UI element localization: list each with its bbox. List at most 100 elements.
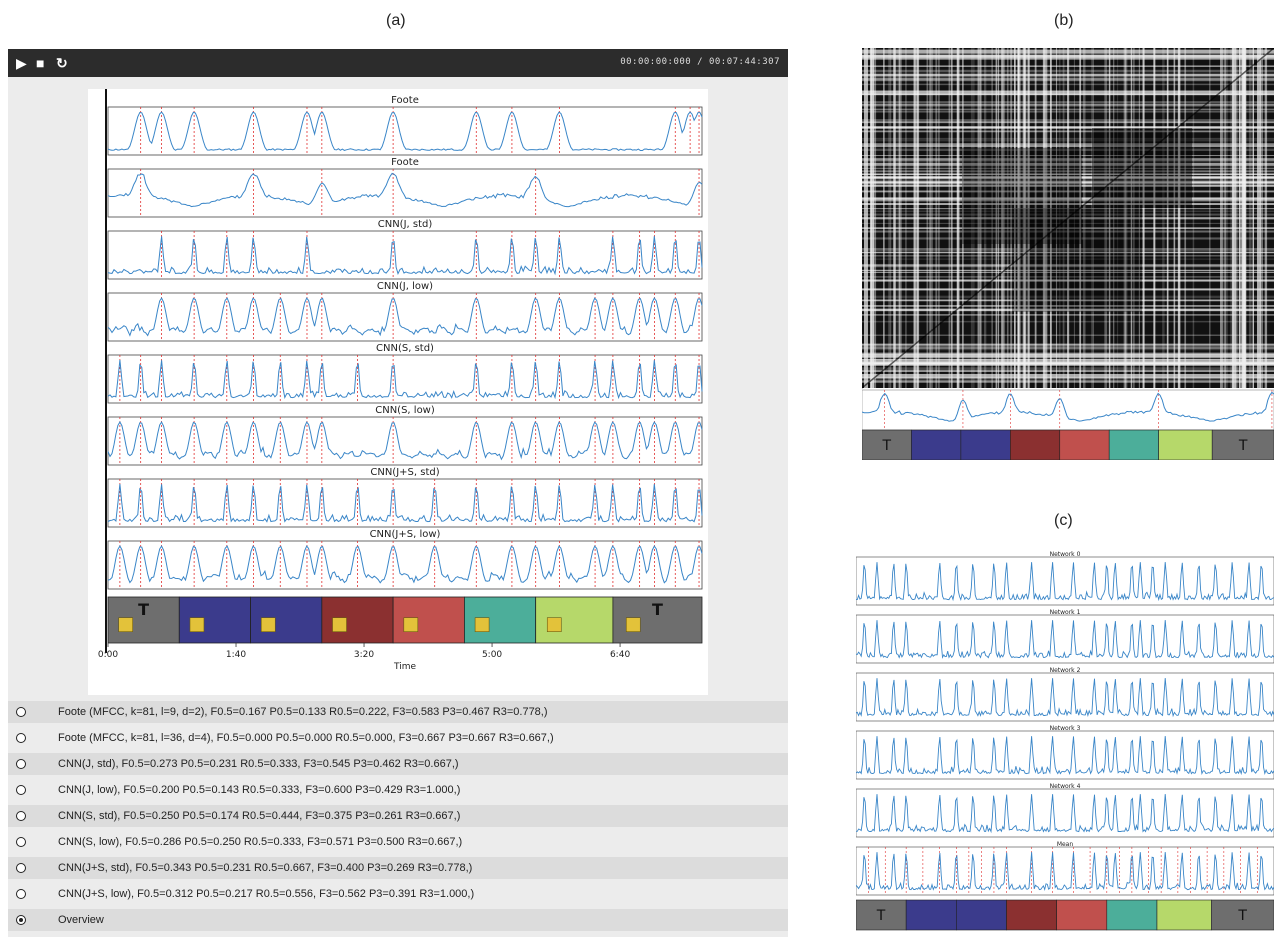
segment-label-7: T	[652, 600, 663, 619]
novelty-curve-2	[107, 236, 703, 276]
ssm-bright-band	[864, 48, 868, 388]
network-title-5: Mean	[1057, 841, 1074, 848]
player-panel: ▶ ■ ↻ 00:00:00:000 / 00:07:44:307 Foote F…	[8, 49, 788, 937]
segment-label-0: T	[138, 600, 149, 619]
radio-button[interactable]	[16, 837, 26, 847]
network-segment-block-7	[1210, 899, 1274, 931]
plot-title-2: CNN(J, std)	[378, 219, 433, 230]
instrument-icon	[189, 617, 205, 633]
ssm-bright-band	[862, 353, 1274, 358]
network-title-0: Network 0	[1050, 551, 1081, 558]
network-segment-block-1	[905, 899, 957, 931]
legend-row[interactable]: CNN(J+S, std), F0.5=0.343 P0.5=0.231 R0.…	[8, 857, 788, 879]
panel-label-c: (c)	[1054, 512, 1073, 529]
radio-button[interactable]	[16, 811, 26, 821]
network-curve-4	[856, 794, 1274, 834]
plot-frame-1	[107, 168, 703, 218]
ssm-block	[1092, 128, 1192, 208]
legend-row[interactable]: Overview	[8, 909, 788, 931]
plot-title-7: CNN(J+S, low)	[370, 529, 441, 540]
radio-button[interactable]	[16, 863, 26, 873]
novelty-curve-4	[107, 360, 703, 400]
plot-title-1: Foote	[391, 157, 419, 168]
legend-row[interactable]: CNN(J+S, low), F0.5=0.312 P0.5=0.217 R0.…	[8, 883, 788, 905]
radio-button[interactable]	[16, 759, 26, 769]
play-icon[interactable]: ▶	[16, 55, 27, 71]
ssm-bright-band	[1242, 48, 1246, 388]
radio-button[interactable]	[16, 785, 26, 795]
time-tick-label-4: 6:40	[610, 650, 630, 660]
legend-row[interactable]: CNN(S, std), F0.5=0.250 P0.5=0.174 R0.5=…	[8, 805, 788, 827]
network-curve-0	[856, 562, 1274, 602]
ssm-segment-block-7	[1211, 429, 1274, 460]
legend-text: CNN(J+S, low), F0.5=0.312 P0.5=0.217 R0.…	[58, 888, 475, 900]
player-toolbar: ▶ ■ ↻ 00:00:00:000 / 00:07:44:307	[8, 49, 788, 77]
network-title-4: Network 4	[1050, 783, 1081, 790]
network-segment-label-0: T	[876, 908, 886, 924]
instrument-icon	[403, 617, 419, 633]
legend-text: CNN(S, low), F0.5=0.286 P0.5=0.250 R0.5=…	[58, 836, 463, 848]
plot-title-4: CNN(S, std)	[376, 343, 434, 354]
plot-frame-3	[107, 292, 703, 342]
legend-text: CNN(J, low), F0.5=0.200 P0.5=0.143 R0.5=…	[58, 784, 461, 796]
legend-row[interactable]: CNN(S, low), F0.5=0.286 P0.5=0.250 R0.5=…	[8, 831, 788, 853]
time-display: 00:00:00:000 / 00:07:44:307	[620, 57, 780, 67]
stop-icon[interactable]: ■	[36, 55, 45, 71]
ssm-bright-band	[1232, 48, 1236, 388]
legend-row[interactable]: Foote (MFCC, k=81, l=9, d=2), F0.5=0.167…	[8, 701, 788, 723]
legend-row[interactable]: Foote (MFCC, k=81, l=36, d=4), F0.5=0.00…	[8, 727, 788, 749]
plot-title-0: Foote	[391, 95, 419, 106]
plot-title-3: CNN(J, low)	[377, 281, 433, 292]
novelty-curve-0	[107, 111, 703, 152]
ssm-segment-block-5	[1108, 429, 1159, 460]
network-curve-5	[856, 852, 1274, 891]
legend-text: Foote (MFCC, k=81, l=9, d=2), F0.5=0.167…	[58, 706, 548, 718]
ssm-bright-band	[862, 49, 1274, 54]
network-panel: Network 0 Network 1 Network 2 Network 3 Netw…	[856, 548, 1274, 933]
network-title-2: Network 2	[1050, 667, 1081, 674]
legend-row[interactable]: CNN(J, low), F0.5=0.200 P0.5=0.143 R0.5=…	[8, 779, 788, 801]
panel-label-b: (b)	[1054, 12, 1074, 29]
reload-icon[interactable]: ↻	[56, 55, 68, 71]
network-curve-1	[856, 620, 1274, 659]
ssm-bright-band	[870, 48, 874, 388]
time-tick-label-1: 1:40	[226, 650, 246, 660]
radio-button[interactable]	[16, 889, 26, 899]
plot-title-6: CNN(J+S, std)	[370, 467, 439, 478]
novelty-curve-6	[107, 484, 703, 523]
ssm-bands	[862, 48, 1274, 388]
ssm-novelty-frame	[862, 389, 1274, 431]
instrument-icon	[474, 617, 490, 633]
legend-text: Foote (MFCC, k=81, l=36, d=4), F0.5=0.00…	[58, 732, 554, 744]
legend-text: CNN(S, std), F0.5=0.250 P0.5=0.174 R0.5=…	[58, 810, 461, 822]
plot-title-5: CNN(S, low)	[375, 405, 435, 416]
network-segment-block-4	[1056, 899, 1108, 931]
time-axis-label: Time	[393, 662, 416, 672]
ssm-bright-band	[862, 54, 1274, 59]
legend-text: CNN(J+S, std), F0.5=0.343 P0.5=0.231 R0.…	[58, 862, 473, 874]
ssm-segment-block-6	[1158, 429, 1213, 460]
network-segment-label-7: T	[1237, 908, 1247, 924]
legend-row[interactable]: CNN(J, std), F0.5=0.273 P0.5=0.231 R0.5=…	[8, 753, 788, 775]
plot-frame-7	[107, 540, 703, 590]
plot-frame-5	[107, 416, 703, 466]
ssm-segment-label-0: T	[881, 438, 891, 454]
novelty-curve-3	[107, 297, 703, 337]
ssm-bright-band	[862, 361, 1274, 366]
novelty-curve-5	[107, 420, 703, 461]
network-curve-3	[856, 736, 1274, 776]
network-segment-block-5	[1106, 899, 1158, 931]
network-segment-block-2	[956, 899, 1007, 931]
radio-button[interactable]	[16, 733, 26, 743]
network-title-3: Network 3	[1050, 725, 1081, 732]
time-tick-label-0: 0:00	[98, 650, 118, 660]
network-segment-block-6	[1156, 899, 1212, 931]
time-tick-label-3: 5:00	[482, 650, 502, 660]
ssm-novelty-curve	[862, 391, 1274, 422]
network-curve-2	[856, 678, 1274, 718]
radio-button[interactable]	[16, 707, 26, 717]
novelty-curves-chart: Foote Foote CNN(J, std) CNN(J, low) CNN(S, s…	[98, 89, 703, 672]
radio-button[interactable]	[16, 915, 26, 925]
instrument-icon	[118, 617, 133, 633]
